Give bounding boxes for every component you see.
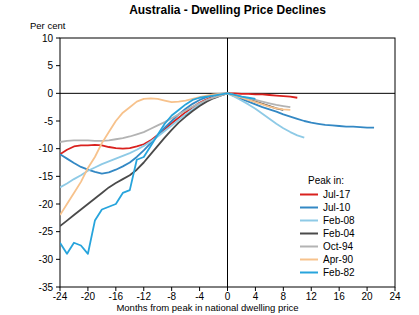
x-axis-label: Months from peak in national dwelling pr… bbox=[116, 302, 298, 313]
series-line bbox=[60, 93, 290, 142]
legend-swatch bbox=[300, 259, 318, 261]
legend-label: Jul-17 bbox=[323, 189, 351, 200]
legend-title: Peak in: bbox=[308, 175, 344, 186]
x-tick-label: 8 bbox=[281, 291, 287, 302]
legend-label: Feb-08 bbox=[323, 215, 355, 226]
legend-swatch bbox=[300, 233, 318, 235]
y-tick-label: -35 bbox=[39, 282, 54, 293]
x-tick-label: -20 bbox=[81, 291, 96, 302]
legend-label: Apr-90 bbox=[323, 254, 353, 265]
y-tick-label: 10 bbox=[42, 33, 54, 44]
legend-label: Jul-10 bbox=[323, 202, 351, 213]
y-tick bbox=[56, 176, 60, 177]
y-tick-label: -10 bbox=[39, 143, 54, 154]
y-tick-label: -15 bbox=[39, 171, 54, 182]
series-group bbox=[60, 93, 374, 253]
x-tick-label: 20 bbox=[362, 291, 374, 302]
legend-swatch bbox=[300, 207, 318, 209]
y-tick-label: 5 bbox=[47, 60, 53, 71]
plot-frame bbox=[60, 38, 395, 287]
y-tick bbox=[56, 287, 60, 288]
legend-swatch bbox=[300, 220, 318, 222]
y-tick bbox=[56, 259, 60, 260]
chart: Australia - Dwelling Price Declines Per c… bbox=[0, 0, 419, 315]
y-tick-label: -25 bbox=[39, 226, 54, 237]
y-tick-label: -30 bbox=[39, 254, 54, 265]
y-tick bbox=[56, 121, 60, 122]
x-tick-label: -16 bbox=[109, 291, 124, 302]
y-tick bbox=[56, 231, 60, 232]
legend-label: Feb-82 bbox=[323, 267, 355, 278]
y-tick bbox=[56, 65, 60, 66]
y-tick bbox=[56, 148, 60, 149]
x-tick-label: -8 bbox=[167, 291, 176, 302]
x-tick-label: 0 bbox=[225, 291, 231, 302]
title: Australia - Dwelling Price Declines bbox=[129, 3, 326, 17]
x-tick-label: -12 bbox=[137, 291, 152, 302]
x-tick-label: 16 bbox=[334, 291, 346, 302]
y-tick-label: -5 bbox=[44, 116, 53, 127]
legend-label: Feb-04 bbox=[323, 228, 355, 239]
zero-line bbox=[227, 38, 228, 287]
y-tick-label: 0 bbox=[47, 88, 53, 99]
legend-swatch bbox=[300, 194, 318, 196]
y-tick bbox=[56, 38, 60, 39]
y-tick bbox=[56, 93, 60, 94]
x-tick-label: 24 bbox=[389, 291, 401, 302]
x-tick-label: 12 bbox=[306, 291, 318, 302]
y-tick bbox=[56, 204, 60, 205]
x-tick-label: -4 bbox=[195, 291, 204, 302]
y-axis-label: Per cent bbox=[30, 20, 66, 31]
legend-swatch bbox=[300, 272, 318, 274]
x-tick-label: -24 bbox=[53, 291, 68, 302]
series-line bbox=[60, 93, 255, 253]
x-tick-label: 4 bbox=[253, 291, 259, 302]
y-tick-label: -20 bbox=[39, 199, 54, 210]
legend-label: Oct-94 bbox=[323, 241, 353, 252]
legend-swatch bbox=[300, 246, 318, 248]
